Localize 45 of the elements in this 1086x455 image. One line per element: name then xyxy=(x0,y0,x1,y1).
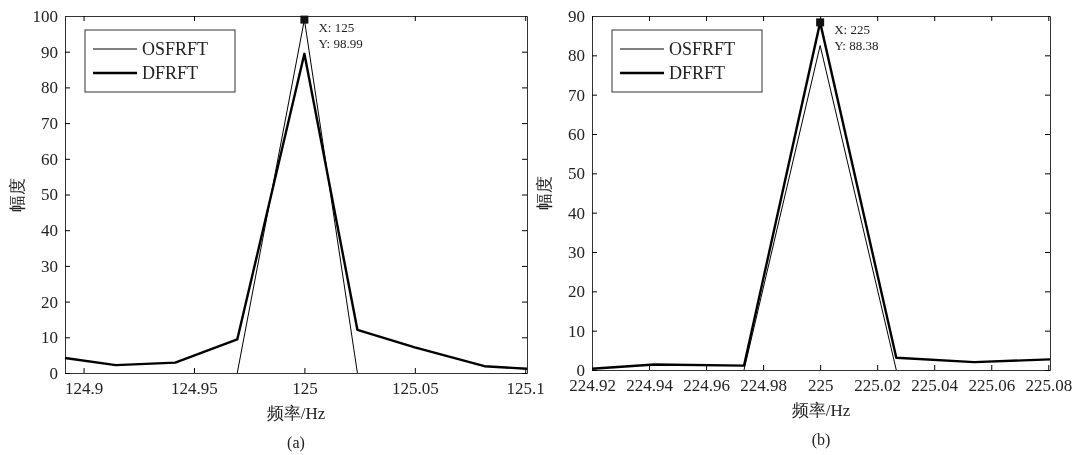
y-tick-label: 50 xyxy=(568,164,585,184)
y-tick-label: 60 xyxy=(568,124,585,144)
y-tick-label: 100 xyxy=(32,6,58,26)
y-tick-label: 20 xyxy=(41,292,58,312)
x-tick-label: 124.95 xyxy=(171,379,218,399)
y-tick-label: 40 xyxy=(41,221,58,241)
legend-label: OSFRFT xyxy=(142,39,209,59)
y-tick-label: 40 xyxy=(568,203,585,223)
y-tick-label: 70 xyxy=(568,85,585,105)
y-tick-label: 50 xyxy=(41,185,58,205)
x-tick-label: 125 xyxy=(292,379,318,399)
y-tick-label: 20 xyxy=(568,282,585,302)
y-tick-label: 30 xyxy=(568,242,585,262)
x-axis-title: 频率/Hz xyxy=(791,401,851,420)
x-axis-title: 频率/Hz xyxy=(266,404,326,423)
x-tick-label: 225 xyxy=(807,376,834,396)
x-tick-label: 224.98 xyxy=(740,376,787,396)
x-tick-label: 225.08 xyxy=(1025,376,1073,396)
y-tick-label: 80 xyxy=(568,46,585,66)
y-tick-label: 30 xyxy=(41,256,58,276)
y-axis-title: 幅度 xyxy=(535,176,554,210)
y-tick-label: 10 xyxy=(41,328,58,348)
legend-label: DFRFT xyxy=(669,63,726,83)
x-tick-label: 125.05 xyxy=(391,379,439,399)
annotation: X: 225 Y: 88.38 xyxy=(834,22,879,54)
legend-label: DFRFT xyxy=(142,63,199,83)
legend-label: OSFRFT xyxy=(669,39,736,59)
annotation: X: 125 Y: 98.99 xyxy=(318,19,363,51)
y-axis-title: 幅度 xyxy=(8,177,27,212)
y-tick-label: 0 xyxy=(49,363,58,383)
y-tick-label: 90 xyxy=(568,6,585,26)
y-tick-label: 70 xyxy=(41,114,58,134)
y-tick-label: 90 xyxy=(41,42,58,62)
x-tick-label: 224.94 xyxy=(626,376,674,396)
x-tick-label: 124.9 xyxy=(64,379,104,399)
x-tick-label: 125.1 xyxy=(506,379,545,399)
text: (a) xyxy=(287,434,305,452)
text: (b) xyxy=(811,431,831,449)
y-tick-label: 60 xyxy=(41,149,58,169)
y-tick-label: 10 xyxy=(568,321,585,341)
y-tick-label: 80 xyxy=(41,78,58,98)
x-tick-label: 224.96 xyxy=(683,376,730,396)
x-tick-label: 225.06 xyxy=(968,376,1016,396)
x-tick-label: 225.02 xyxy=(854,376,902,396)
x-tick-label: 225.04 xyxy=(911,376,959,396)
